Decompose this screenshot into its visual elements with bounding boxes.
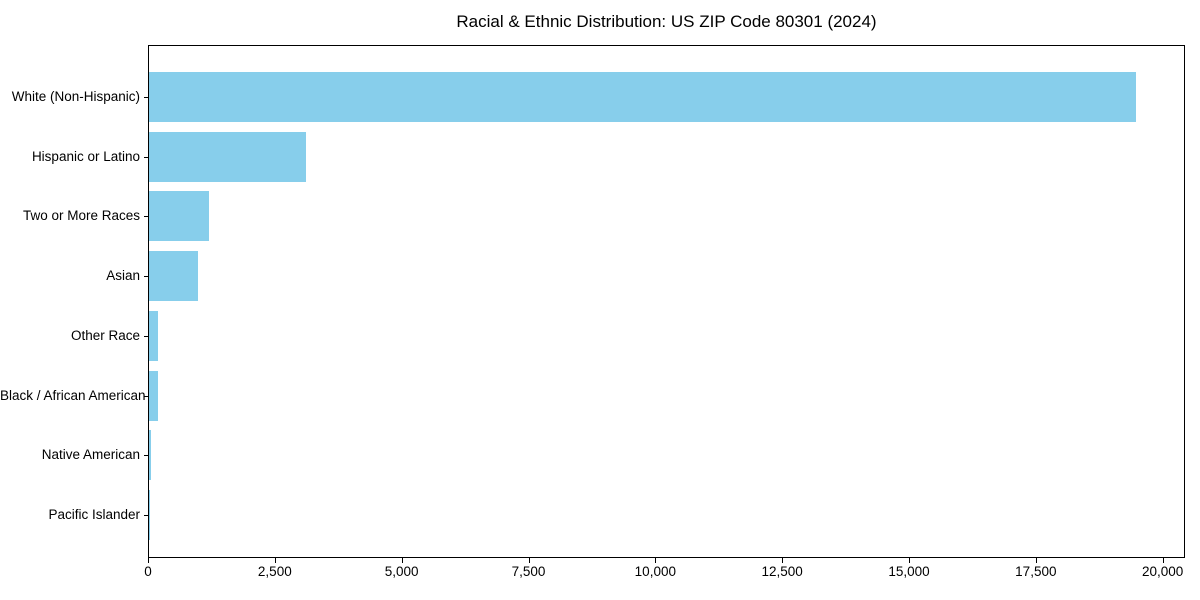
y-tick-label: Pacific Islander bbox=[48, 506, 140, 522]
bar-pacific-islander bbox=[149, 489, 150, 540]
y-tick-label: White (Non-Hispanic) bbox=[11, 89, 140, 104]
y-tick-mark bbox=[144, 97, 148, 98]
plot-area bbox=[148, 45, 1185, 558]
x-tick-label: 20,000 bbox=[1142, 564, 1184, 579]
x-tick-mark bbox=[909, 558, 910, 563]
x-tick-label: 0 bbox=[144, 564, 152, 579]
bar-black-african-american bbox=[149, 370, 158, 421]
x-tick-label: 10,000 bbox=[634, 564, 676, 579]
y-tick-mark bbox=[144, 335, 148, 337]
x-tick-mark bbox=[1162, 558, 1164, 563]
y-tick-mark bbox=[144, 276, 148, 278]
y-tick-mark bbox=[144, 514, 148, 516]
x-tick-label: 12,500 bbox=[761, 564, 803, 579]
bar-asian bbox=[149, 251, 198, 302]
bar-hispanic-or-latino bbox=[149, 131, 307, 182]
chart-title: Racial & Ethnic Distribution: US ZIP Cod… bbox=[456, 12, 877, 31]
x-tick-mark bbox=[148, 558, 149, 563]
y-tick-label: Black / African American bbox=[0, 387, 146, 403]
x-tick-mark bbox=[401, 558, 403, 563]
x-tick-label: 7,500 bbox=[511, 564, 546, 579]
x-tick-label: 17,500 bbox=[1015, 564, 1057, 579]
bar-native-american bbox=[149, 430, 152, 481]
x-tick-label: 15,000 bbox=[888, 564, 930, 579]
y-tick-label: Two or More Races bbox=[22, 208, 140, 224]
x-tick-mark bbox=[1035, 558, 1037, 563]
bar-other-race bbox=[149, 310, 158, 361]
x-tick-mark bbox=[274, 558, 276, 563]
y-tick-mark bbox=[144, 395, 148, 397]
y-tick-label: Hispanic or Latino bbox=[31, 148, 140, 164]
bar-two-or-more-races bbox=[149, 191, 210, 242]
y-tick-mark bbox=[144, 216, 148, 218]
y-tick-label: Asian bbox=[106, 268, 140, 284]
y-tick-mark bbox=[144, 156, 148, 158]
x-tick-mark bbox=[782, 558, 784, 563]
y-tick-mark bbox=[144, 455, 148, 457]
bar-white-non-hispanic bbox=[149, 72, 1137, 122]
y-tick-label: Native American bbox=[41, 447, 140, 463]
x-tick-label: 5,000 bbox=[384, 564, 419, 579]
x-tick-mark bbox=[655, 558, 657, 563]
y-tick-label: Other Race bbox=[70, 327, 140, 343]
x-tick-mark bbox=[528, 558, 530, 563]
x-tick-label: 2,500 bbox=[257, 564, 292, 579]
